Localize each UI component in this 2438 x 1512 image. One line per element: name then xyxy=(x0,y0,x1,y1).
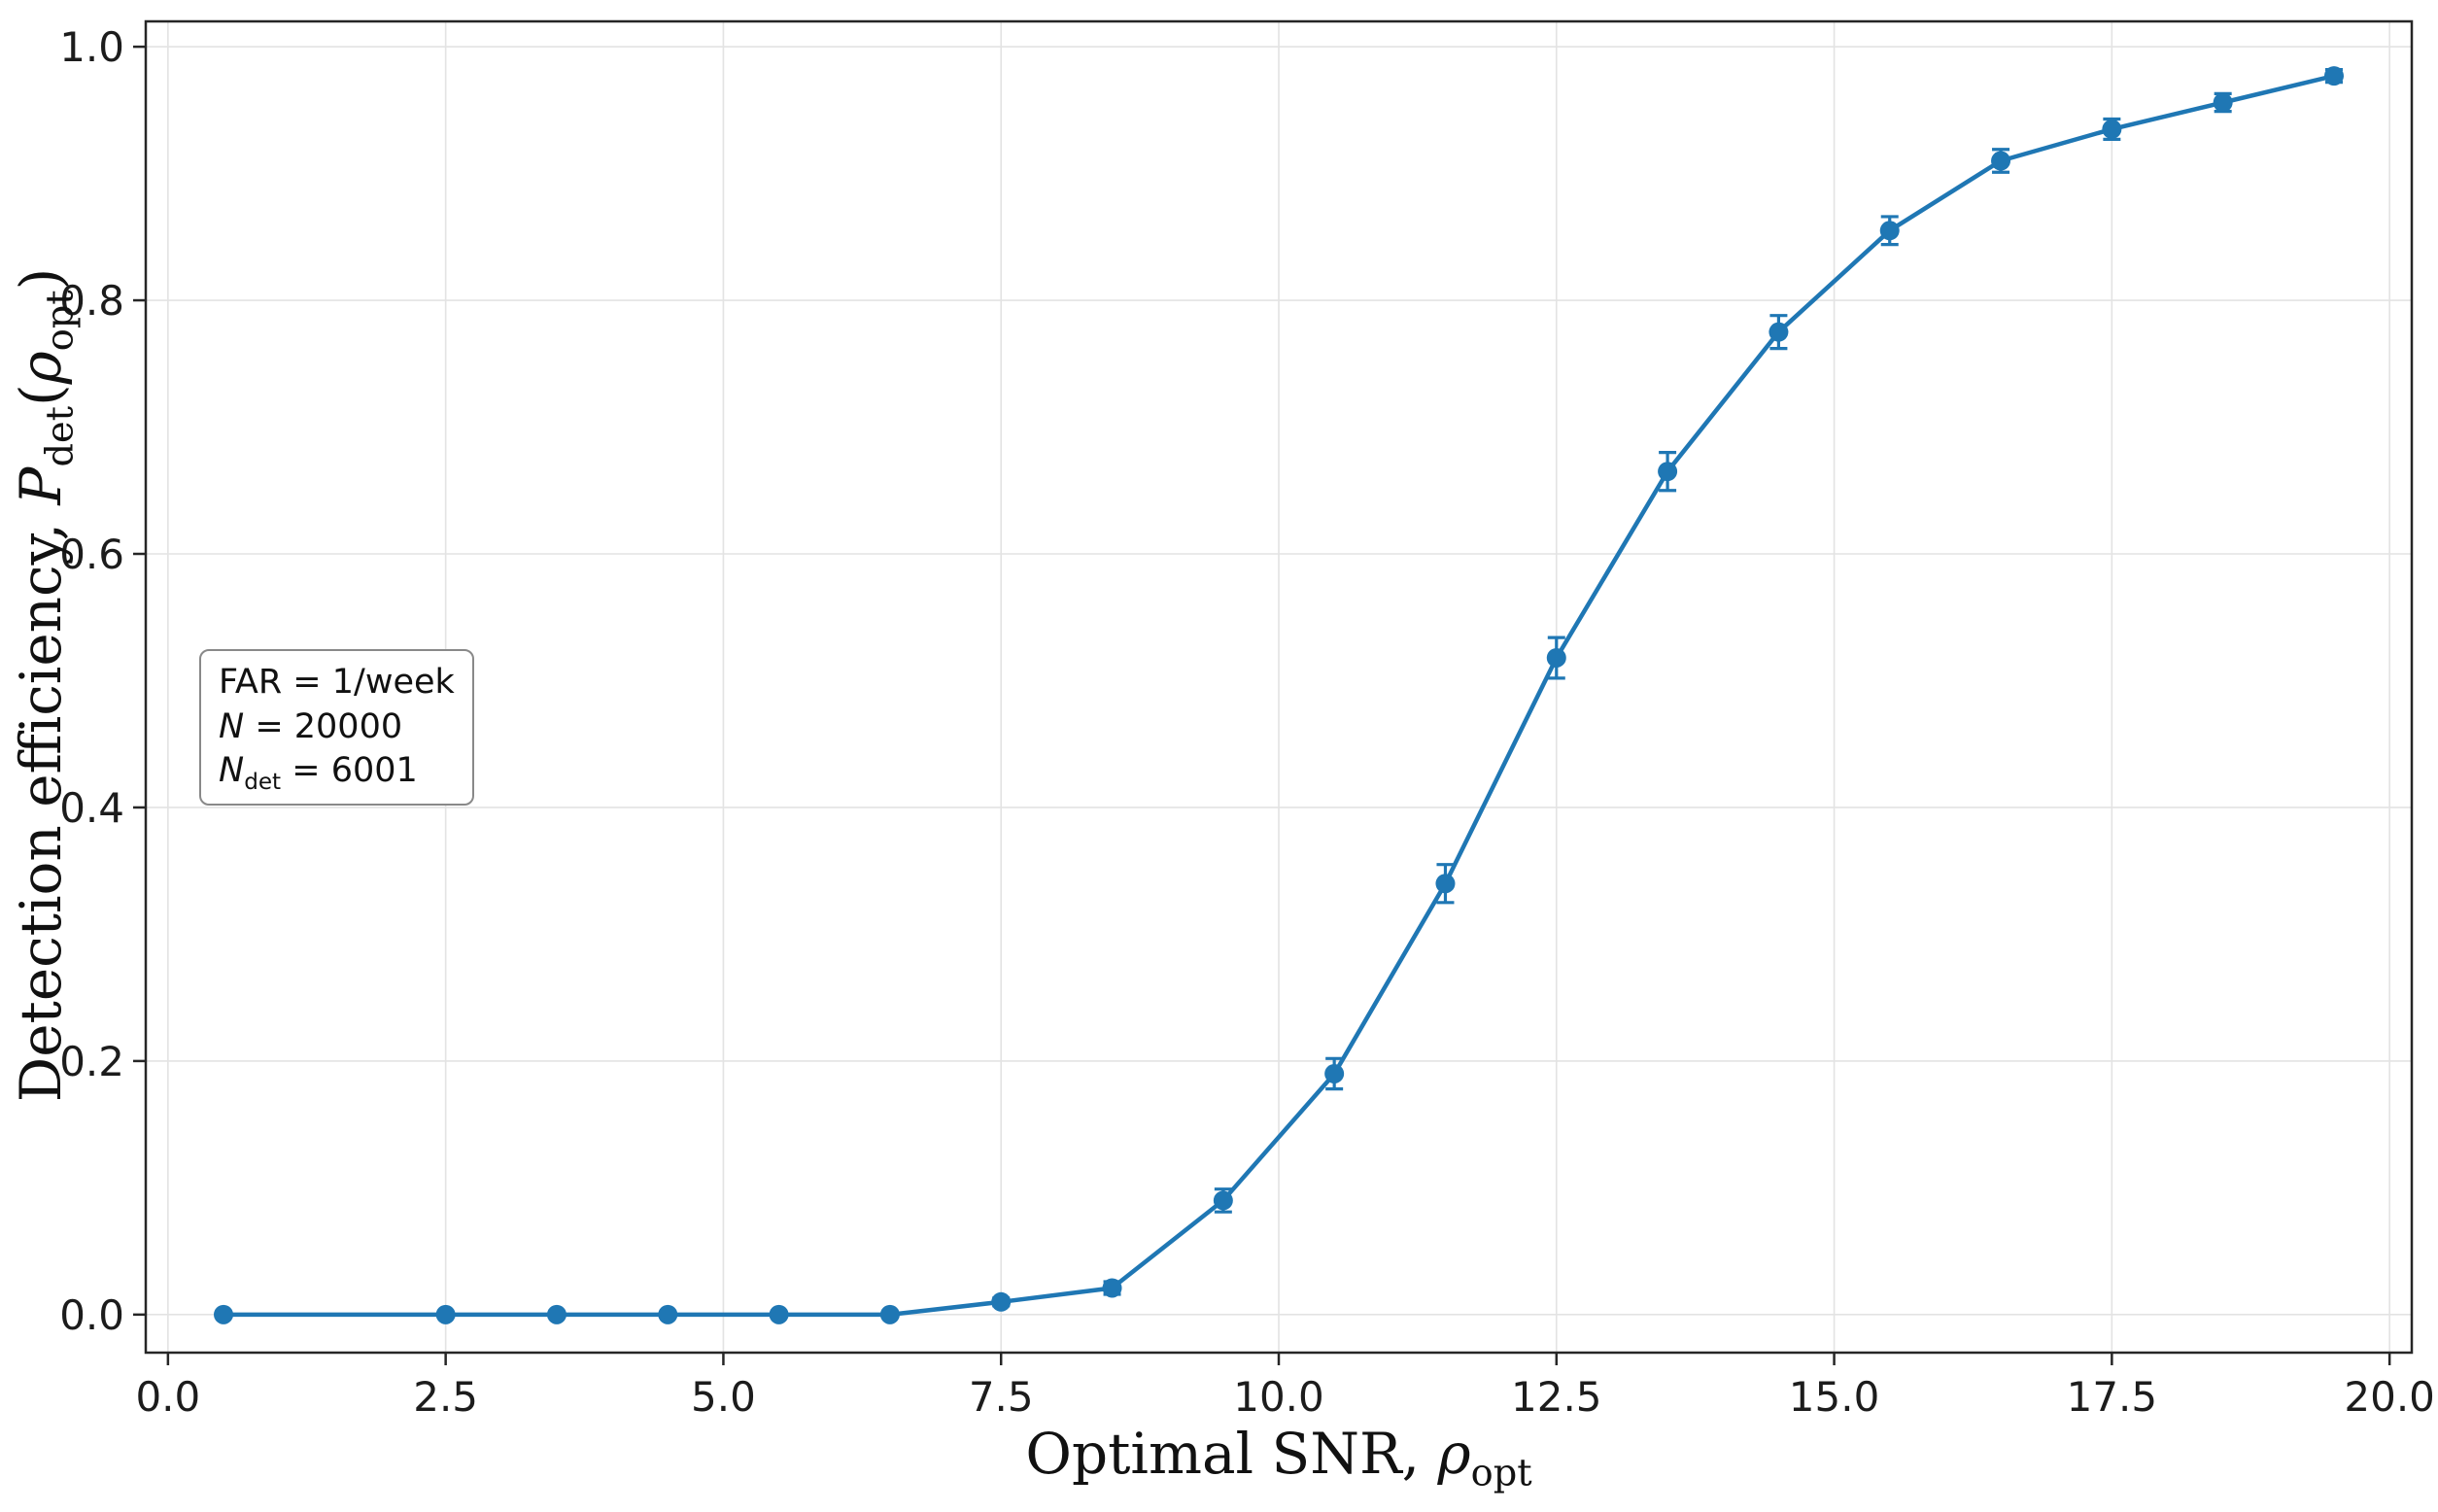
annotation-text: FAR = 1/week xyxy=(219,663,455,702)
y-axis-label-subscript: det xyxy=(38,406,83,467)
svg-text:0.4: 0.4 xyxy=(59,784,124,832)
stats-annotation-box: FAR = 1/week N = 20000 Ndet = 6001 xyxy=(199,649,474,806)
annotation-value: = 20000 xyxy=(244,706,403,746)
svg-text:2.5: 2.5 xyxy=(413,1373,478,1421)
x-tick-labels: 0.0 2.5 5.0 7.5 10.0 12.5 15.0 17.5 20.0 xyxy=(135,1373,2434,1421)
y-tick-labels: 0.0 0.2 0.4 0.6 0.8 1.0 xyxy=(59,23,124,1339)
y-axis-label-rho: ρ xyxy=(8,351,74,385)
svg-text:0.0: 0.0 xyxy=(59,1291,124,1339)
svg-text:7.5: 7.5 xyxy=(969,1373,1034,1421)
x-axis-label-text: Optimal SNR, xyxy=(1025,1421,1438,1487)
annotation-line-ndet: Ndet = 6001 xyxy=(219,749,455,794)
svg-text:0.6: 0.6 xyxy=(59,531,124,578)
annotation-line-far: FAR = 1/week xyxy=(219,661,455,705)
x-axis-label-rho: ρ xyxy=(1437,1421,1471,1487)
tick-marks xyxy=(133,45,2391,1365)
x-axis-label: Optimal SNR, ρopt xyxy=(1025,1421,1531,1492)
y-axis-label: Detection efficiency, Pdet(ρopt) xyxy=(8,267,83,1103)
data-point-markers xyxy=(214,66,2344,1324)
svg-text:10.0: 10.0 xyxy=(1233,1373,1324,1421)
annotation-symbol: N xyxy=(219,751,245,790)
annotation-line-n: N = 20000 xyxy=(219,705,455,750)
svg-text:5.0: 5.0 xyxy=(691,1373,756,1421)
y-axis-label-text: Detection efficiency, xyxy=(8,504,74,1103)
y-axis-label-paren-close: ) xyxy=(8,267,74,291)
x-axis-label-rho-subscript: opt xyxy=(1470,1451,1532,1495)
svg-text:15.0: 15.0 xyxy=(1789,1373,1880,1421)
svg-text:0.8: 0.8 xyxy=(59,277,124,325)
svg-text:1.0: 1.0 xyxy=(59,23,124,71)
annotation-symbol: N xyxy=(219,706,245,746)
svg-text:20.0: 20.0 xyxy=(2344,1373,2435,1421)
y-axis-label-rho-subscript: opt xyxy=(38,290,83,352)
y-axis-label-symbol: P xyxy=(8,466,74,505)
svg-text:17.5: 17.5 xyxy=(2067,1373,2158,1421)
annotation-subscript: det xyxy=(244,770,282,795)
svg-text:0.0: 0.0 xyxy=(135,1373,200,1421)
annotation-value: = 6001 xyxy=(281,751,418,790)
svg-text:12.5: 12.5 xyxy=(1511,1373,1602,1421)
y-axis-label-paren-open: ( xyxy=(8,384,74,407)
grid-lines xyxy=(146,21,2412,1353)
svg-text:0.2: 0.2 xyxy=(59,1038,124,1085)
